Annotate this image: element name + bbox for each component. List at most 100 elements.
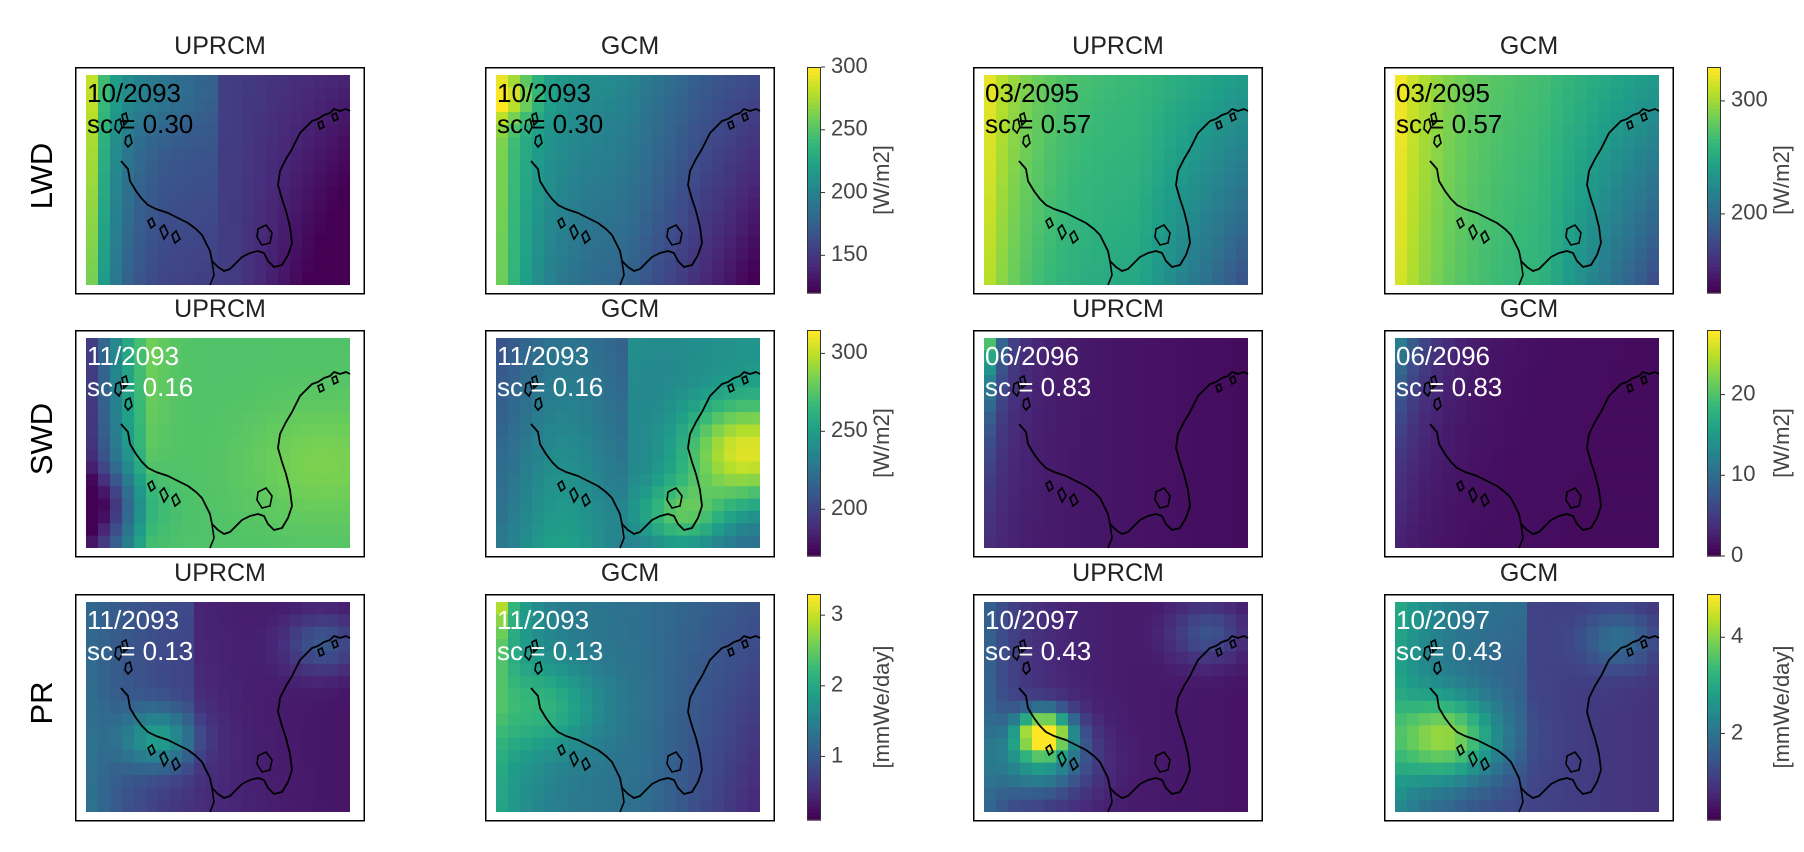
heatmap-cell [1116,338,1129,351]
heatmap-cell [640,412,653,426]
heatmap-cell [326,87,339,101]
colorbar-step [807,522,821,527]
heatmap-cell [1116,350,1129,364]
colorbar-step [1707,333,1721,339]
heatmap-cell [242,676,255,690]
heatmap-cell [1164,338,1177,351]
heatmap-cell [1575,639,1588,653]
heatmap-cell [580,99,593,113]
heatmap-cell [1236,639,1248,653]
heatmap-cell [122,787,135,801]
heatmap-cell [110,725,123,739]
heatmap-cell [1140,223,1153,237]
heatmap-cell [1080,486,1093,500]
heatmap-cell [568,424,581,438]
heatmap-cell [580,436,593,450]
heatmap-cell [254,338,267,351]
colorbar-step [807,255,821,260]
heatmap-cell [278,338,291,351]
heatmap-cell [1647,272,1659,285]
heatmap-cell [556,186,569,200]
heatmap-cell [326,112,339,126]
heatmap-cell [1635,787,1648,801]
island-outline [1022,133,1031,149]
heatmap-cell [314,186,327,200]
heatmap-cell [1056,399,1069,413]
heatmap-cell [1527,124,1540,138]
heatmap-cell [1128,725,1141,739]
heatmap-cell [652,523,665,537]
heatmap-cell [1152,725,1165,739]
heatmap-cell [326,136,339,150]
heatmap-cell [98,186,111,200]
heatmap-cell [652,198,665,212]
heatmap-cell [1407,449,1420,463]
heatmap-cell [520,774,533,788]
heatmap-cell [1575,676,1588,690]
heatmap-cell [664,260,677,274]
heatmap-cell [1503,173,1516,187]
heatmap-cell [1563,338,1576,351]
heatmap-cell [1395,173,1408,187]
heatmap-cell [712,713,725,727]
heatmap-cell [1116,149,1129,163]
heatmap-cell [1395,750,1408,764]
heatmap-cell [1515,725,1528,739]
heatmap-cell [1623,161,1636,175]
heatmap-cell [1236,713,1248,727]
heatmap-cell [1104,750,1117,764]
heatmap-cell [170,375,183,389]
island-outline [1480,492,1491,508]
heatmap-cell [1587,799,1600,812]
heatmap-cell [1200,535,1213,548]
heatmap-cell [254,387,267,401]
heatmap-cell [1188,112,1201,126]
heatmap-cell [1140,787,1153,801]
heatmap-cell [206,424,219,438]
heatmap-cell [86,112,99,126]
heatmap-cell [1008,510,1021,524]
heatmap-cell [1200,387,1213,401]
colorbar-step [807,405,821,410]
heatmap-cell [1164,161,1177,175]
heatmap-cell [724,725,737,739]
heatmap-cell [508,510,521,524]
heatmap-cell [748,223,760,237]
heatmap-cell [338,412,350,426]
heatmap-cell [1176,676,1189,690]
heatmap-cell [496,473,509,487]
heatmap-cell [640,449,653,463]
heatmap-cell [1020,124,1033,138]
heatmap-cell [1419,626,1432,640]
heatmap-cell [496,112,509,126]
heatmap-cell [1443,510,1456,524]
heatmap-cell [616,87,629,101]
heatmap-cell [664,338,677,351]
heatmap-cell [1551,136,1564,150]
heatmap-cell [218,198,231,212]
heatmap-cell [1623,713,1636,727]
heatmap-cell [314,498,327,512]
colorbar-step [807,786,821,791]
heatmap-cell [86,99,99,113]
heatmap-cell [146,700,159,714]
heatmap-cell [1104,498,1117,512]
heatmap-cell [230,461,243,475]
heatmap-cell [1575,149,1588,163]
heatmap-cell [1407,737,1420,751]
heatmap-cell [1236,112,1248,126]
colorbar-step [807,247,821,253]
heatmap-cell [1032,375,1045,389]
heatmap-cell [724,663,737,677]
heatmap-cell [158,473,171,487]
heatmap-cell [146,362,159,376]
island-outline [1045,743,1054,757]
heatmap-cell [544,235,557,249]
heatmap-cell [158,510,171,524]
heatmap-cell [1116,99,1129,113]
heatmap-cell [182,725,195,739]
heatmap-cell [278,424,291,438]
heatmap-cell [580,602,593,615]
heatmap-cell [278,124,291,138]
